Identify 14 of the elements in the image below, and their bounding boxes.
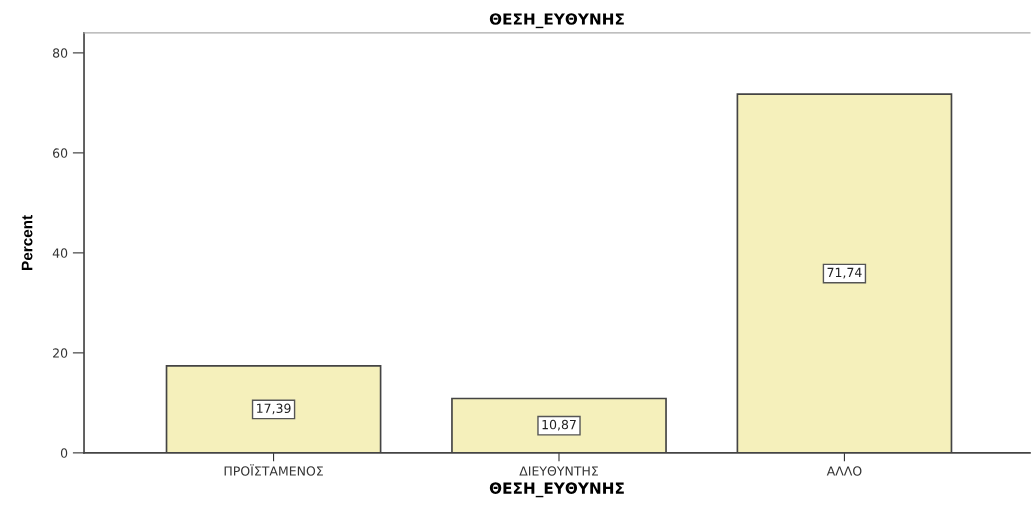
data-label: 17,39 [257,403,291,415]
x-axis-title: ΘΕΣΗ_ΕΥΘΥΝΗΣ [489,482,624,498]
x-tick-label: ΔΙΕΥΘΥΝΤΗΣ [519,466,598,476]
y-tick-label: 80 [53,48,68,58]
x-tick-label: ΑΛΛΟ [826,466,862,476]
y-tick-label: 20 [53,348,68,358]
x-tick-label: ΠΡΟΪΣΤΑΜΕΝΟΣ [224,464,323,476]
y-tick-label: 0 [60,448,68,458]
y-tick-label: 60 [53,148,68,158]
y-axis-title: Percent [21,215,33,270]
data-label: 71,74 [827,267,862,279]
data-label: 10,87 [542,419,576,431]
chart-title: ΘΕΣΗ_ΕΥΘΥΝΗΣ [489,13,624,29]
y-tick-label: 40 [52,248,68,258]
